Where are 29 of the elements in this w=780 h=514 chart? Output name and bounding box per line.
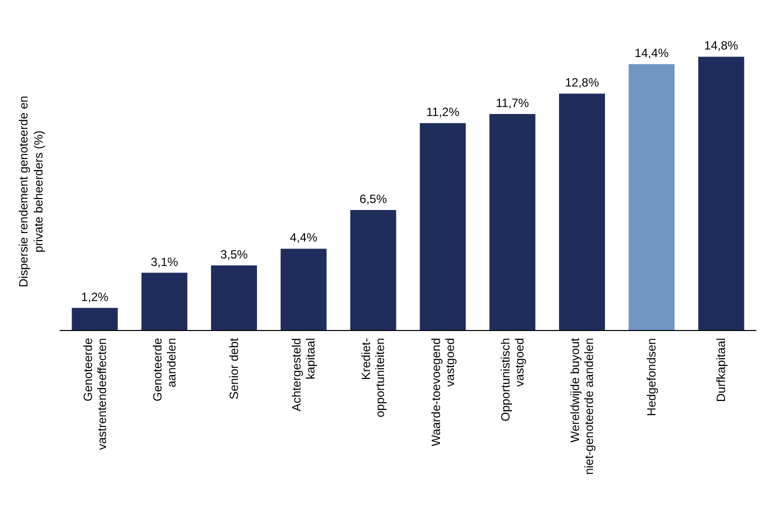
bar — [350, 210, 396, 330]
data-label: 11,2% — [426, 105, 460, 120]
x-tick-label: Durfkapitaal — [714, 338, 728, 402]
x-tick-label: Achtergesteld kapitaal — [290, 338, 318, 412]
bar — [489, 114, 536, 330]
data-label: 6,5% — [360, 192, 388, 206]
data-label: 11,7% — [496, 96, 530, 110]
data-label: 3,1% — [150, 254, 178, 269]
data-label: 14,8% — [704, 38, 739, 53]
x-tick-label: Senior debt — [227, 337, 241, 400]
x-tick-label: Opportunistisch vastgoed — [498, 338, 526, 422]
bar — [698, 56, 744, 330]
data-label: 12,8% — [564, 76, 600, 90]
data-label: 3,5% — [220, 247, 248, 262]
bar — [141, 272, 188, 330]
bar — [280, 248, 327, 330]
bar — [628, 64, 675, 330]
x-tick-label: Hedgefondsen — [644, 338, 659, 416]
bar — [420, 123, 466, 330]
x-tick-label: Genoteerde vastrentendeeffecten — [80, 338, 109, 450]
y-axis-title: Dispersie rendement genoteerde en private beheerders (%) — [16, 96, 46, 288]
bar — [559, 94, 605, 330]
data-label: 14,4% — [634, 46, 669, 60]
x-tick-label: Genoteerde aandelen — [150, 338, 178, 402]
bar — [211, 265, 257, 330]
data-label: 4,4% — [290, 230, 318, 245]
x-tick-label: Waarde-toevoegend vastgoed — [428, 338, 457, 446]
bar — [72, 308, 118, 330]
data-label: 1,2% — [81, 290, 109, 304]
